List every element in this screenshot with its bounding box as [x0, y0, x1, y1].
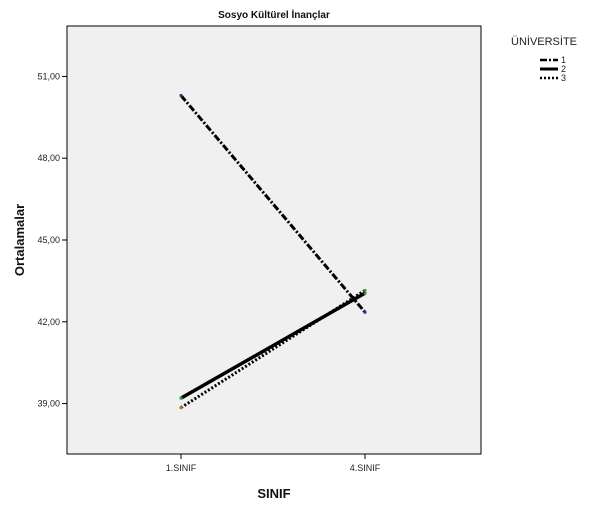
chart-title: Sosyo Kültürel İnançlar — [218, 8, 330, 21]
y-axis-title: Ortalamalar — [12, 204, 27, 276]
series-line-3 — [180, 289, 366, 409]
series-point-1 — [179, 93, 183, 98]
legend-label-1: 1 — [561, 55, 566, 65]
x-tick-label: 1.SINIF — [166, 463, 197, 473]
plot-area — [66, 25, 482, 455]
series-point-2 — [179, 396, 183, 400]
y-tick-label: 39,00 — [37, 399, 60, 409]
series-point-1 — [363, 310, 367, 314]
y-tick-label: 48,00 — [37, 153, 60, 163]
legend-title: ÜNİVERSİTE — [511, 35, 577, 48]
x-tick-label: 4.SINIF — [350, 463, 381, 473]
y-tick-label: 42,00 — [37, 317, 60, 327]
series-line-1 — [179, 94, 367, 314]
y-tick-label: 45,00 — [37, 235, 60, 245]
legend-label-2: 2 — [561, 64, 566, 74]
legend-label-3: 3 — [561, 73, 566, 83]
series-point-3 — [179, 406, 183, 410]
x-axis-title: SINIF — [257, 486, 290, 501]
x-axis: 1.SINIF 4.SINIF — [166, 454, 381, 473]
y-axis: 39,00 42,00 45,00 48,00 51,00 — [37, 71, 67, 409]
series-point-3 — [363, 288, 367, 293]
y-tick-label: 51,00 — [37, 71, 60, 81]
series-layer — [179, 93, 367, 410]
legend: ÜNİVERSİTE 123 — [511, 35, 577, 83]
